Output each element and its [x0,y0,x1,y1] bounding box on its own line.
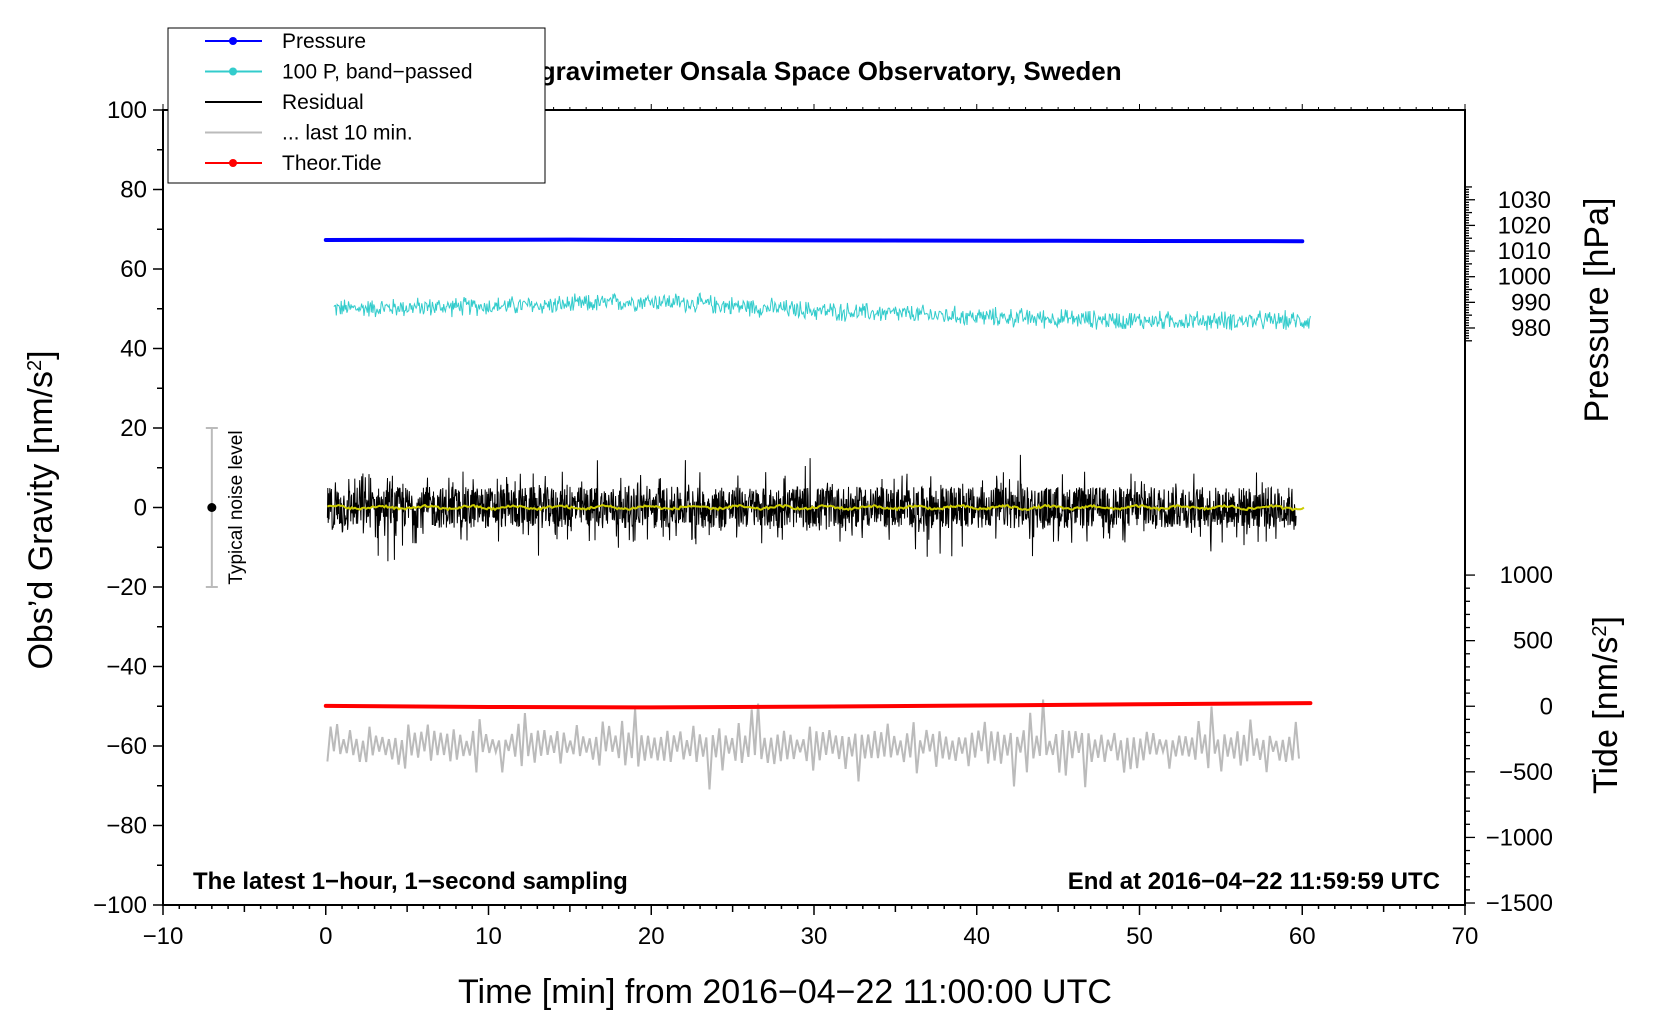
pressure-tick-label: 1000 [1498,264,1551,291]
tide-tick-label: 500 [1513,628,1553,655]
y-axis-tide-title: Tide [nm/s2] [1587,616,1625,794]
y-tick-label: 100 [107,97,147,124]
pressure-tick-label: 1010 [1498,238,1551,265]
x-tick-label: 30 [801,923,828,950]
tide-tick-label: −1500 [1486,890,1553,917]
plot-lines [323,237,1313,790]
x-tick-label: 0 [319,923,332,950]
series-residual [326,454,1297,562]
sampling-note: The latest 1−hour, 1−second sampling [193,868,628,895]
tide-tick-label: 0 [1540,693,1553,720]
y-axis-left-title: Obs’d Gravity [nm/s2] [22,350,60,669]
y-tick-label: −60 [106,733,147,760]
y-tick-label: −40 [106,654,147,681]
x-tick-label: 60 [1289,923,1316,950]
legend-box [167,27,546,184]
end-time-note: End at 2016−04−22 11:59:59 UTC [1068,868,1440,895]
legend-label-100-p-band-passed: 100 P, band−passed [282,61,473,84]
pressure-tick-label: 990 [1511,289,1551,316]
series-theor-tide [323,701,1313,710]
y-tick-label: 80 [120,177,147,204]
y-tick-label: 0 [134,495,147,522]
y-axis-left: 100 80 60 40 20 0 −20 −40 −60 −80 −100 [93,97,163,919]
series-smoothed-residual [326,503,1305,512]
tide-tick-label: 1000 [1500,562,1553,589]
legend-label-last-10-min: ... last 10 min. [282,122,413,145]
series-pressure [323,237,1305,244]
legend: Pressure 100 P, band−passed Residual ... la… [167,27,546,184]
x-tick-label: 40 [963,923,990,950]
series-last-10-min [326,699,1300,790]
y-tick-label: −100 [93,892,147,919]
tide-tick-label: −1000 [1486,824,1553,851]
noise-bar: Typical noise level [205,427,247,588]
noise-bar-label: Typical noise level [226,430,247,584]
x-tick-label: 50 [1126,923,1153,950]
x-tick-label: 70 [1452,923,1479,950]
x-tick-label: −10 [143,923,184,950]
series-100-p-band-passed [333,292,1311,331]
x-axis: −10 0 10 20 30 40 50 60 70 [143,104,1479,950]
y-tick-label: 20 [120,415,147,442]
y-tick-label: −20 [106,574,147,601]
legend-label-theor-tide: Theor.Tide [282,152,382,175]
y-axis-pressure-title: Pressure [hPa] [1578,198,1616,423]
noise-bar-center [207,503,217,512]
legend-marker-pressure [229,37,237,45]
legend-marker-100-p-band-passed [229,67,237,76]
y-tick-label: 60 [120,256,147,283]
pressure-tick-label: 1030 [1498,187,1551,214]
x-axis-title: Time [min] from 2016−04−22 11:00:00 UTC [458,973,1112,1011]
y-axis-tide: 1000 500 0 −500 −1000 −1500 [1465,562,1553,917]
pressure-tick-label: 1020 [1498,212,1551,239]
x-tick-label: 10 [475,923,502,950]
y-tick-label: 40 [120,336,147,363]
tide-tick-label: −500 [1499,759,1553,786]
legend-label-pressure: Pressure [282,30,366,53]
legend-label-residual: Residual [282,91,364,114]
x-tick-label: 20 [638,923,665,950]
y-tick-label: −80 [106,813,147,840]
pressure-tick-label: 980 [1511,315,1551,342]
legend-marker-theor-tide [229,159,237,167]
